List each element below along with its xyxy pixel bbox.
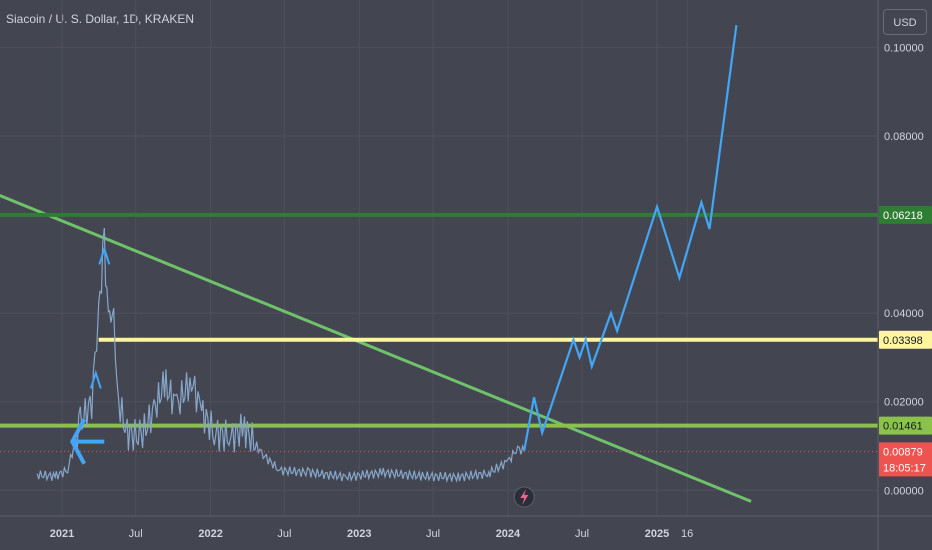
level-price-label: 0.01461 <box>883 421 923 433</box>
current-price-tag <box>879 442 932 477</box>
arrow-up-marker <box>98 245 111 265</box>
y-tick-label: 0.02000 <box>884 397 924 409</box>
x-tick-label: Jul <box>277 528 291 540</box>
level-price-label: 0.06218 <box>883 210 923 222</box>
x-tick-label: Jul <box>575 528 589 540</box>
x-tick-label: Jul <box>426 528 440 540</box>
x-tick-label: 2021 <box>50 528 74 540</box>
x-tick-label: 2023 <box>347 528 371 540</box>
arrow-up-marker <box>89 369 102 389</box>
x-tick-label: 2022 <box>198 528 222 540</box>
currency-button[interactable]: USD <box>883 9 927 35</box>
projection-path <box>523 25 738 451</box>
descending-trendline <box>0 194 752 503</box>
chart-projection-layer <box>523 25 738 451</box>
y-tick-label: 0.08000 <box>884 131 924 143</box>
chart-price-layer <box>36 227 525 484</box>
price-history-line <box>36 227 525 484</box>
level-price-tag <box>879 205 932 224</box>
lightning-bolt-icon <box>520 489 529 505</box>
x-tick-label: 2024 <box>496 528 521 540</box>
chart-markers <box>513 486 535 508</box>
arrow-left-marker <box>69 418 87 465</box>
chart-title: Siacoin / U. S. Dollar, 1D, KRAKEN <box>6 12 195 26</box>
y-tick-label: 0.04000 <box>884 308 924 320</box>
level-price-tag <box>879 416 932 435</box>
y-tick-label: 0.10000 <box>884 42 924 54</box>
chart-levels-layer: 0.06218 0.03398 0.01461 0.00879 18:05:17 <box>0 205 932 477</box>
x-tick-label: Jul <box>129 528 143 540</box>
level-price-label: 0.03398 <box>883 335 923 347</box>
countdown-label: 18:05:17 <box>883 462 926 474</box>
current-price-label: 0.00879 <box>883 446 923 458</box>
chart-grid <box>0 0 878 516</box>
x-tick-label: 2025 <box>645 528 669 540</box>
chart-trendline-layer <box>0 194 752 503</box>
level-price-tag <box>879 330 932 349</box>
x-tick-label: 16 <box>681 528 693 540</box>
y-tick-label: 0.00000 <box>884 485 924 497</box>
